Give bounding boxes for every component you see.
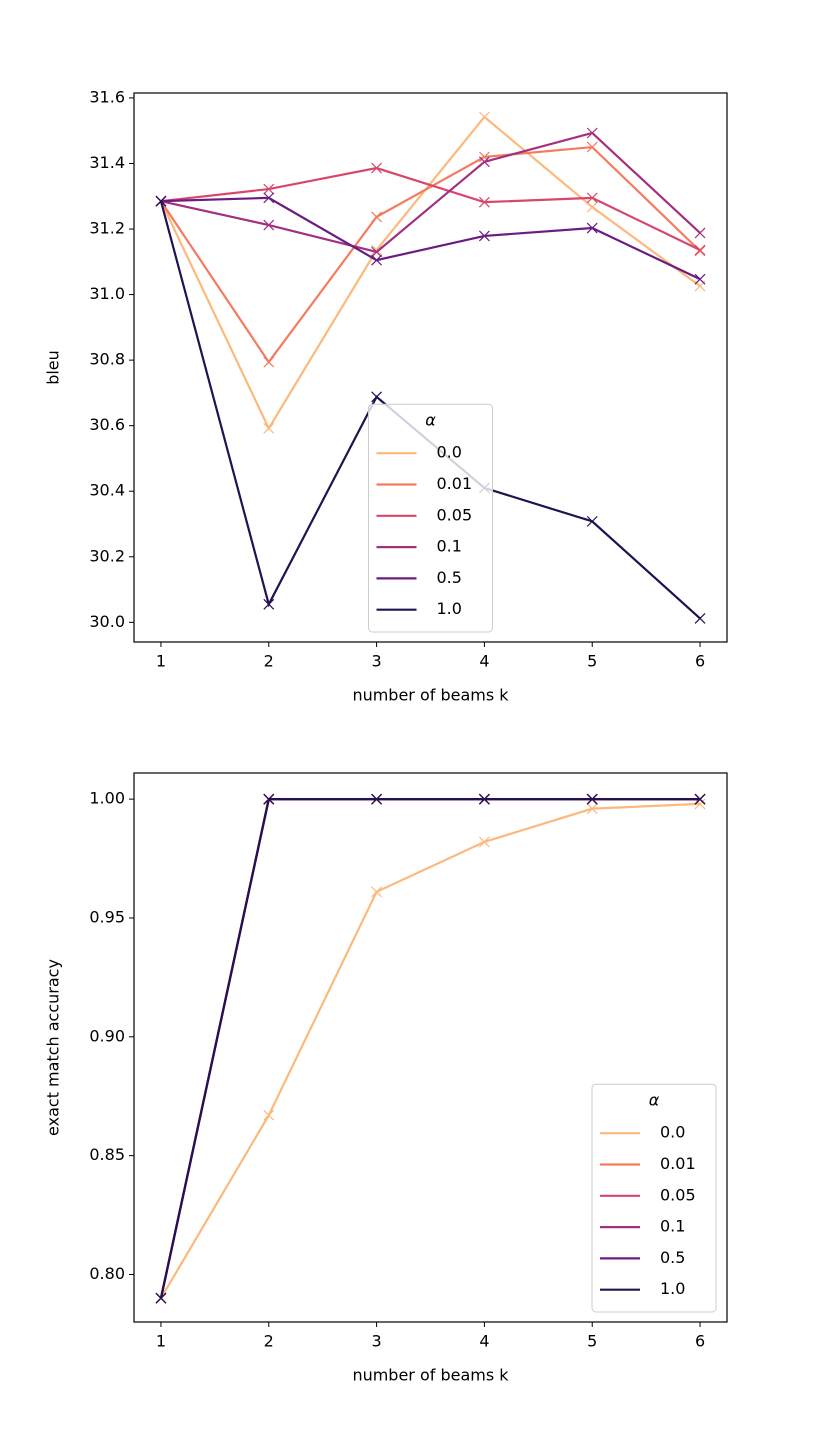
marker	[586, 192, 598, 204]
y-tick-label: 30.2	[89, 546, 125, 565]
marker	[263, 219, 275, 231]
x-tick-label: 5	[587, 652, 597, 671]
marker	[694, 273, 706, 285]
marker	[263, 793, 275, 805]
legend-box	[368, 403, 493, 633]
y-tick-label: 31.2	[89, 219, 125, 238]
legend-label: 0.0	[437, 443, 462, 462]
marker	[694, 793, 706, 805]
marker	[263, 192, 275, 204]
marker	[371, 391, 383, 403]
y-tick-label: 30.0	[89, 612, 125, 631]
legend-label: 0.1	[437, 537, 462, 556]
x-tick-label: 1	[156, 1332, 166, 1351]
y-tick-label: 31.6	[89, 87, 125, 106]
y-tick-label: 0.80	[89, 1264, 125, 1283]
marker	[263, 422, 275, 434]
x-axis-label: number of beams k	[352, 686, 509, 705]
series-line	[160, 145, 701, 364]
series-line	[159, 798, 701, 1299]
marker	[263, 356, 275, 368]
marker	[263, 598, 275, 610]
y-axis-label: bleu	[44, 350, 63, 385]
marker	[478, 793, 490, 805]
series-line	[159, 115, 701, 431]
marker	[694, 612, 706, 624]
marker	[694, 227, 706, 239]
legend-label: 1.0	[660, 1279, 685, 1298]
marker	[586, 793, 598, 805]
legend-label: 0.01	[437, 474, 473, 493]
x-axis-label: number of beams k	[352, 1366, 509, 1385]
y-tick-label: 0.85	[89, 1145, 125, 1164]
x-tick-label: 3	[371, 652, 381, 671]
marker	[155, 1292, 167, 1304]
marker	[371, 244, 383, 256]
series-line	[160, 196, 701, 281]
y-tick-label: 31.0	[89, 284, 125, 303]
x-tick-label: 2	[264, 652, 274, 671]
marker	[371, 793, 383, 805]
legend-title: α	[425, 411, 436, 430]
marker	[478, 156, 490, 168]
series-line	[160, 166, 701, 251]
marker	[155, 195, 167, 207]
legend-label: 0.01	[660, 1154, 696, 1173]
x-tick-label: 2	[264, 1332, 274, 1351]
x-tick-label: 4	[479, 1332, 489, 1351]
marker	[478, 836, 490, 848]
marker	[263, 1109, 275, 1121]
marker	[263, 183, 275, 195]
y-axis-label: exact match accuracy	[44, 959, 63, 1136]
x-tick-label: 3	[371, 1332, 381, 1351]
x-tick-label: 5	[587, 1332, 597, 1351]
axes-frame	[133, 772, 728, 1323]
legend-label: 0.1	[660, 1217, 685, 1236]
legend-label: 0.5	[437, 568, 462, 587]
marker	[586, 201, 598, 213]
marker	[586, 127, 598, 139]
marker	[586, 222, 598, 234]
y-tick-label: 30.8	[89, 350, 125, 369]
x-tick-label: 6	[695, 652, 705, 671]
y-tick-label: 1.00	[89, 789, 125, 808]
y-tick-label: 30.6	[89, 415, 125, 434]
legend-title: α	[649, 1091, 660, 1110]
x-tick-label: 6	[695, 1332, 705, 1351]
marker	[694, 244, 706, 256]
y-tick-label: 31.4	[89, 153, 125, 172]
series-line	[160, 802, 701, 1299]
series-line	[160, 131, 701, 254]
marker	[371, 162, 383, 174]
x-tick-label: 1	[156, 652, 166, 671]
marker	[478, 196, 490, 208]
legend-label: 1.0	[437, 599, 462, 618]
marker	[371, 886, 383, 898]
marker	[371, 254, 383, 266]
legend-label: 0.0	[660, 1123, 685, 1142]
marker	[586, 515, 598, 527]
marker	[694, 798, 706, 810]
legend-box	[591, 1083, 717, 1313]
axes-frame	[133, 92, 728, 643]
x-tick-label: 4	[479, 652, 489, 671]
marker	[586, 141, 598, 153]
legend-label: 0.05	[660, 1185, 696, 1204]
legend-label: 0.05	[437, 505, 473, 524]
marker	[478, 111, 490, 123]
marker	[478, 230, 490, 242]
y-tick-label: 0.95	[89, 907, 125, 926]
y-tick-label: 30.4	[89, 481, 125, 500]
marker	[371, 246, 383, 258]
y-tick-label: 0.90	[89, 1026, 125, 1045]
legend-label: 0.5	[660, 1248, 685, 1267]
marker	[586, 803, 598, 815]
marker	[371, 211, 383, 223]
